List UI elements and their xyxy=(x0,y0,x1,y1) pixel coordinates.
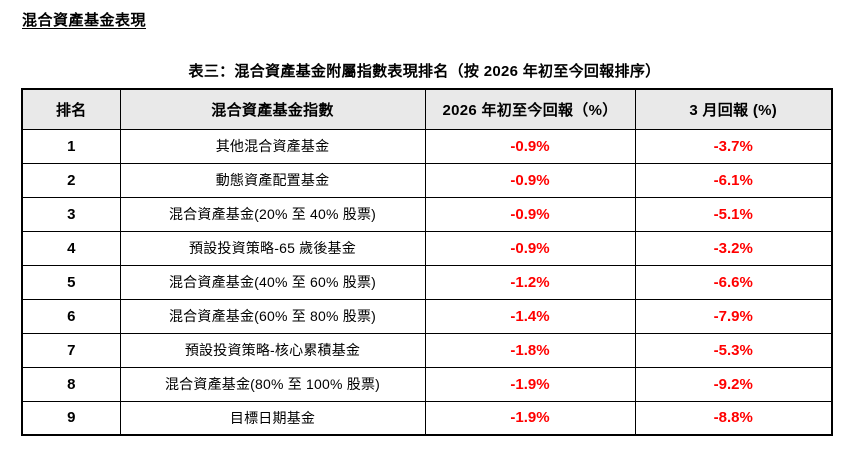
fund-index-cell: 混合資產基金(40% 至 60% 股票) xyxy=(119,264,426,300)
rank-cell: 6 xyxy=(21,298,121,334)
ytd-return-cell: -1.9% xyxy=(424,400,636,436)
march-return-cell: -6.6% xyxy=(634,264,833,300)
fund-index-cell: 動態資產配置基金 xyxy=(119,162,426,198)
march-return-cell: -5.1% xyxy=(634,196,833,232)
header-row: 排名 混合資產基金指數 2026 年初至今回報（%） 3 月回報 (%) xyxy=(21,88,833,130)
ytd-return-cell: -0.9% xyxy=(424,230,636,266)
fund-index-cell: 其他混合資產基金 xyxy=(119,128,426,164)
table-row: 2 動態資產配置基金 -0.9% -6.1% xyxy=(21,162,833,198)
table-row: 4 預設投資策略-65 歲後基金 -0.9% -3.2% xyxy=(21,230,833,266)
table-row: 9 目標日期基金 -1.9% -8.8% xyxy=(21,400,833,436)
rank-cell: 4 xyxy=(21,230,121,266)
march-return-cell: -5.3% xyxy=(634,332,833,368)
fund-index-cell: 預設投資策略-65 歲後基金 xyxy=(119,230,426,266)
march-return-cell: -6.1% xyxy=(634,162,833,198)
table-row: 3 混合資產基金(20% 至 40% 股票) -0.9% -5.1% xyxy=(21,196,833,232)
march-return-cell: -3.2% xyxy=(634,230,833,266)
rank-cell: 9 xyxy=(21,400,121,436)
ytd-return-cell: -0.9% xyxy=(424,196,636,232)
ytd-return-cell: -1.9% xyxy=(424,366,636,402)
march-return-cell: -7.9% xyxy=(634,298,833,334)
march-return-cell: -8.8% xyxy=(634,400,833,436)
fund-index-cell: 預設投資策略-核心累積基金 xyxy=(119,332,426,368)
rank-cell: 1 xyxy=(21,128,121,164)
rank-cell: 5 xyxy=(21,264,121,300)
col-header-march-return: 3 月回報 (%) xyxy=(634,88,833,130)
table-row: 6 混合資產基金(60% 至 80% 股票) -1.4% -7.9% xyxy=(21,298,833,334)
table-row: 1 其他混合資產基金 -0.9% -3.7% xyxy=(21,128,833,164)
fund-index-cell: 目標日期基金 xyxy=(119,400,426,436)
ytd-return-cell: -0.9% xyxy=(424,162,636,198)
col-header-index-name: 混合資產基金指數 xyxy=(119,88,426,130)
ytd-return-cell: -1.4% xyxy=(424,298,636,334)
table-row: 5 混合資產基金(40% 至 60% 股票) -1.2% -6.6% xyxy=(21,264,833,300)
mixed-assets-fund-table: 排名 混合資產基金指數 2026 年初至今回報（%） 3 月回報 (%) 1 其… xyxy=(21,88,833,436)
march-return-cell: -3.7% xyxy=(634,128,833,164)
fund-index-cell: 混合資產基金(80% 至 100% 股票) xyxy=(119,366,426,402)
table-caption: 表三：混合資產基金附屬指數表現排名（按 2026 年初至今回報排序） xyxy=(188,63,661,80)
col-header-ytd-return: 2026 年初至今回報（%） xyxy=(424,88,636,130)
fund-index-cell: 混合資產基金(60% 至 80% 股票) xyxy=(119,298,426,334)
ytd-return-cell: -1.2% xyxy=(424,264,636,300)
ytd-return-cell: -0.9% xyxy=(424,128,636,164)
rank-cell: 3 xyxy=(21,196,121,232)
fund-index-cell: 混合資產基金(20% 至 40% 股票) xyxy=(119,196,426,232)
rank-cell: 8 xyxy=(21,366,121,402)
march-return-cell: -9.2% xyxy=(634,366,833,402)
ytd-return-cell: -1.8% xyxy=(424,332,636,368)
table-row: 8 混合資產基金(80% 至 100% 股票) -1.9% -9.2% xyxy=(21,366,833,402)
col-header-rank: 排名 xyxy=(21,88,121,130)
page-title: 混合資產基金表現 xyxy=(22,12,147,29)
table-row: 7 預設投資策略-核心累積基金 -1.8% -5.3% xyxy=(21,332,833,368)
rank-cell: 2 xyxy=(21,162,121,198)
rank-cell: 7 xyxy=(21,332,121,368)
